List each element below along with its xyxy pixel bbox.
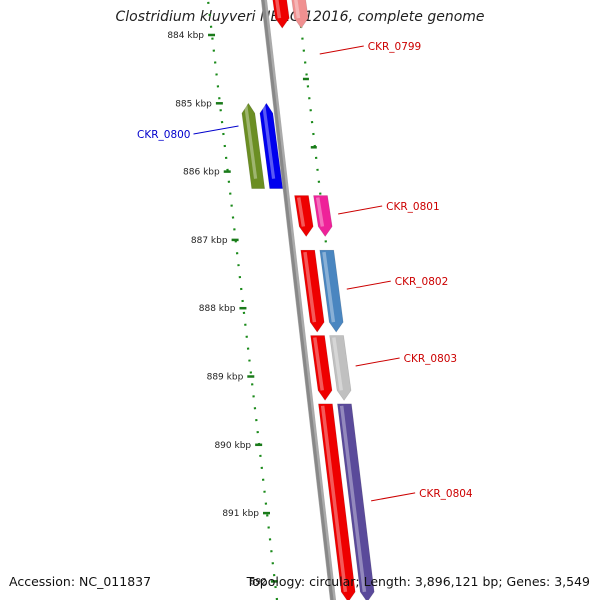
gene-cog-CKR_0800-shine: [244, 105, 258, 179]
gene-cog-CKR_0801: [313, 195, 333, 238]
gene-cog-CKR_0799-shine: [294, 0, 301, 19]
label-leader: [319, 45, 364, 55]
gene-label-CKR_0801: CKR_0801: [386, 201, 439, 213]
gene-cog-CKR_0799: [291, 0, 309, 29]
gene-cog-CKR_0801-shine: [315, 197, 325, 227]
backbone-line: [260, 0, 337, 600]
gene-cog-CKR_0804-shine: [339, 405, 367, 593]
gene-features[interactable]: [241, 0, 375, 600]
scale-tick-label: 890 kbp: [214, 441, 251, 451]
gene-cds-CKR_0801-shine: [296, 197, 306, 227]
label-leader: [355, 357, 400, 367]
gene-cds-CKR_0804: [318, 403, 356, 600]
gene-labels: CKR_0799 CKR_0800 CKR_0801 CKR_0802 CKR_0803…: [137, 41, 473, 502]
gene-cds-CKR_0802-shine: [303, 251, 317, 323]
label-leader: [371, 492, 416, 502]
gene-label-CKR_0802: CKR_0802: [395, 276, 448, 288]
backbone-core: [261, 0, 334, 600]
scale-tick-label: 889 kbp: [207, 373, 244, 383]
scale-tick-label: 884 kbp: [167, 31, 204, 41]
accession-text: Accession: NC_011837: [9, 574, 152, 589]
gene-cds-CKR_0803-shine: [313, 337, 324, 391]
gene-cog-CKR_0803: [329, 335, 352, 401]
gene-label-CKR_0799: CKR_0799: [368, 41, 421, 53]
gene-label-CKR_0803: CKR_0803: [404, 353, 457, 365]
gene-cds-CKR_0802: [300, 249, 325, 333]
gene-cds-CKR_0801: [294, 195, 314, 238]
outer-dotted-line: [206, 0, 279, 600]
gene-label-CKR_0804: CKR_0804: [419, 488, 473, 500]
gene-cog-CKR_0802-shine: [322, 251, 336, 323]
gene-cog-CKR_0803-shine: [332, 337, 343, 391]
gene-cds-CKR_0800: [259, 102, 284, 189]
scale-tick-label: 885 kbp: [175, 99, 212, 109]
gene-cog-CKR_0802: [319, 249, 344, 333]
label-leader: [193, 125, 239, 135]
gene-cds-CKR_0804-shine: [320, 405, 348, 593]
scale-tick-label: 891 kbp: [222, 509, 259, 519]
gene-cds-CKR_0803: [310, 335, 333, 401]
label-leader: [338, 205, 383, 215]
gene-cds-CKR_0799-shine: [275, 0, 282, 19]
gene-cds-CKR_0799: [272, 0, 290, 29]
outer-dotted-ring: [206, 0, 279, 600]
genome-stats-text: Topology: circular; Length: 3,896,121 bp…: [246, 574, 590, 589]
scale-tick-label: 888 kbp: [199, 304, 236, 314]
scale-tick-label: 886 kbp: [183, 168, 220, 178]
scale-tick-label: 892: [250, 577, 267, 587]
gene-label-CKR_0800: CKR_0800: [137, 129, 190, 141]
gene-cog-CKR_0804: [337, 403, 375, 600]
gene-cog-CKR_0800: [241, 102, 266, 189]
label-leader: [346, 280, 391, 290]
scale-tick-label: 887 kbp: [191, 236, 228, 246]
gene-cds-CKR_0800-shine: [262, 105, 276, 179]
